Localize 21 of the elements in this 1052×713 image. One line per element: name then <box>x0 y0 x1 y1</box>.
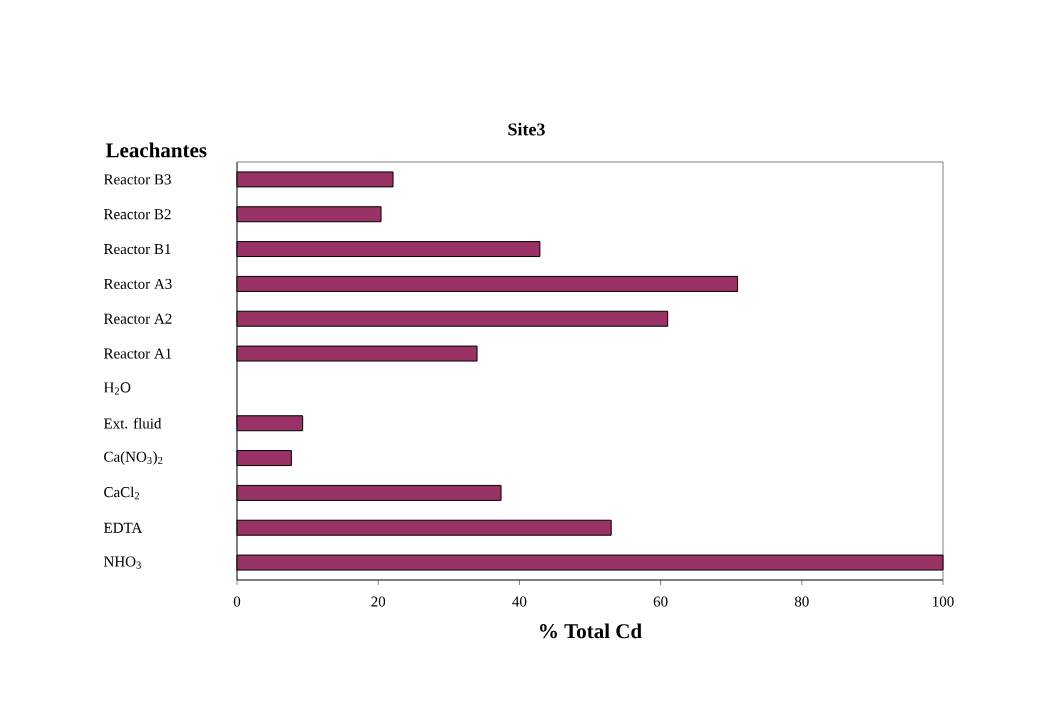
x-tick-label: 20 <box>371 596 386 607</box>
y-tick-label: Ca(NO$_{3}$)$_{2}$ <box>104 451 163 465</box>
chart-title: Site3 <box>508 122 545 136</box>
y-tick-label: EDTA <box>103 522 143 533</box>
x-tick-label: 0 <box>233 596 241 607</box>
y-tick-label: Reactor B1 <box>103 244 171 255</box>
y-tick-label: Ext. fluid <box>103 417 162 429</box>
x-tick-label: 100 <box>933 596 954 607</box>
y-tick-label: Reactor A3 <box>103 278 172 289</box>
x-tick-label: 40 <box>512 596 527 607</box>
y-axis-title: Leachantes <box>105 142 207 158</box>
y-tick-label: NHO$_{3}$ <box>103 556 141 569</box>
x-tick-label: 60 <box>653 596 668 607</box>
y-tick-label: H$_{2}$O <box>103 382 131 395</box>
y-tick-label: Reactor B3 <box>103 174 171 185</box>
y-tick-label: CaCl$_{2}$ <box>104 486 140 500</box>
y-tick-label: Reactor B2 <box>103 209 171 220</box>
y-tick-label: Reactor A1 <box>103 348 172 359</box>
x-tick-label: 80 <box>794 596 809 607</box>
y-tick-label: Reactor A2 <box>103 313 172 324</box>
x-axis-title: % Total Cd <box>540 623 642 639</box>
